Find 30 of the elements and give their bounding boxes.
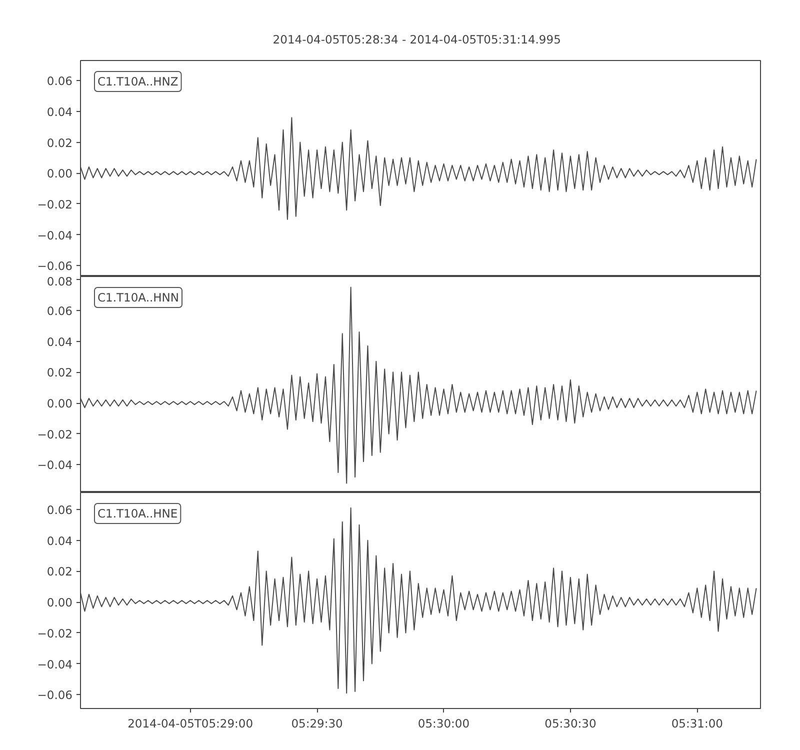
y-tick-label: 0.04 (46, 534, 73, 548)
y-tick-label: −0.06 (37, 688, 73, 702)
annotation: C1.T10A..HNE (98, 506, 178, 520)
y-tick-label: 0.02 (46, 366, 73, 380)
x-tick-label: 05:31:00 (671, 716, 723, 730)
y-tick-label: 0.00 (46, 396, 73, 411)
y-tick-label: −0.02 (37, 427, 73, 442)
y-tick-label: 0.08 (46, 274, 73, 288)
y-tick-label: −0.06 (37, 259, 73, 274)
annotation: C1.T10A..HNN (98, 290, 179, 304)
y-tick-label: 0.00 (46, 596, 73, 610)
y-tick-label: 0.06 (46, 502, 73, 517)
y-tick-label: −0.04 (37, 228, 73, 242)
x-tick-label: 05:30:30 (544, 716, 596, 730)
y-tick-label: 0.02 (46, 136, 73, 150)
y-tick-label: 0.04 (46, 104, 73, 119)
annotation: C1.T10A..HNZ (98, 74, 178, 88)
y-tick-label: −0.04 (37, 657, 73, 672)
y-tick-label: −0.02 (37, 626, 73, 640)
y-tick-label: 0.02 (46, 564, 73, 579)
y-tick-label: −0.04 (37, 458, 73, 472)
chart-title: 2014-04-05T05:28:34 - 2014-04-05T05:31:14.995 (272, 32, 561, 46)
x-tick-label: 2014-04-05T05:29:00 (128, 716, 254, 730)
y-tick-label: 0.04 (46, 334, 73, 349)
y-tick-label: 0.00 (46, 166, 73, 181)
y-tick-label: −0.02 (37, 197, 73, 212)
y-tick-label: 0.06 (46, 304, 73, 318)
x-tick-label: 05:30:00 (418, 716, 470, 730)
y-tick-label: 0.06 (46, 74, 73, 88)
x-tick-label: 05:29:30 (291, 716, 343, 730)
